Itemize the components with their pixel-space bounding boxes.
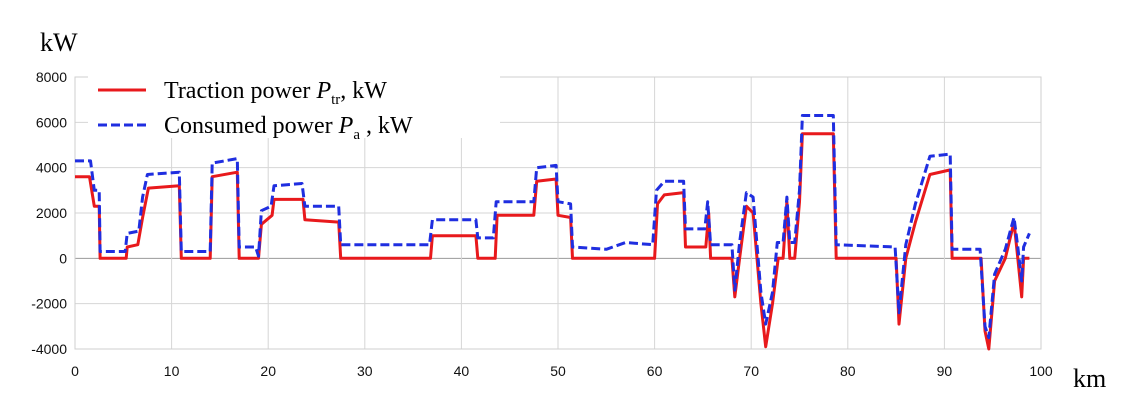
axes xyxy=(74,76,1042,350)
legend-label: Consumed power Pa , kW xyxy=(164,113,413,143)
series-line-consumed-power xyxy=(75,114,1031,340)
x-tick-label: 70 xyxy=(743,363,759,379)
x-tick-label: 60 xyxy=(647,363,663,379)
x-tick-label: 90 xyxy=(937,363,953,379)
y-tick-label: 0 xyxy=(59,250,67,266)
y-axis-unit-label: kW xyxy=(40,28,78,57)
x-tick-label: 50 xyxy=(550,363,566,379)
x-tick-label: 30 xyxy=(357,363,373,379)
series-line-traction-power xyxy=(75,132,1030,351)
x-tick-label: 40 xyxy=(454,363,470,379)
series-lines xyxy=(75,114,1031,351)
x-tick-label: 100 xyxy=(1029,363,1053,379)
legend: Traction power Ptr, kW Consumed power Pa … xyxy=(88,70,500,143)
x-tick-labels: 0 10 20 30 40 50 60 70 80 90 100 xyxy=(71,363,1053,379)
y-tick-label: -4000 xyxy=(31,341,67,357)
y-tick-label: 6000 xyxy=(36,114,67,130)
y-tick-label: -2000 xyxy=(31,296,67,312)
y-tick-label: 4000 xyxy=(36,160,67,176)
x-tick-label: 10 xyxy=(164,363,180,379)
plot-frame xyxy=(74,76,1042,350)
x-tick-label: 0 xyxy=(71,363,79,379)
y-tick-labels: -4000 -2000 0 2000 4000 6000 8000 xyxy=(31,69,67,357)
legend-background xyxy=(88,70,500,138)
x-axis-unit-label: km xyxy=(1073,364,1107,393)
y-tick-label: 8000 xyxy=(36,69,67,85)
x-tick-label: 20 xyxy=(260,363,276,379)
legend-label: Traction power Ptr, kW xyxy=(164,78,387,108)
y-tick-label: 2000 xyxy=(36,205,67,221)
x-tick-label: 80 xyxy=(840,363,856,379)
